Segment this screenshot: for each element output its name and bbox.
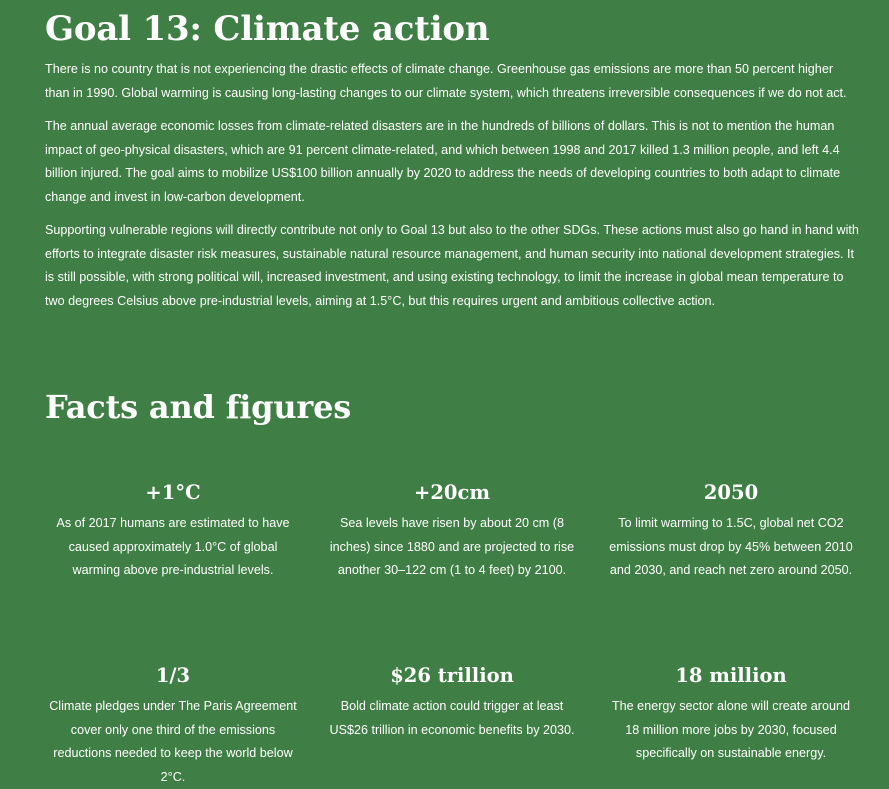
fact-text: Climate pledges under The Paris Agreemen… — [49, 699, 297, 784]
fact-text: Sea levels have risen by about 20 cm (8 … — [329, 516, 575, 577]
intro-section: There is no country that is not experien… — [45, 58, 860, 323]
fact-headline: +20cm — [414, 481, 490, 504]
fact-card: $26 trillion Bold climate action could t… — [327, 663, 577, 742]
fact-text: As of 2017 humans are estimated to have … — [56, 516, 290, 577]
fact-headline: $26 trillion — [390, 664, 514, 687]
intro-paragraph: Supporting vulnerable regions will direc… — [45, 223, 859, 308]
fact-text: Bold climate action could trigger at lea… — [329, 699, 575, 737]
fact-card: 1/3 Climate pledges under The Paris Agre… — [48, 663, 298, 789]
fact-card: +20cm Sea levels have risen by about 20 … — [327, 480, 577, 583]
fact-text: The energy sector alone will create arou… — [611, 699, 850, 760]
fact-headline: 18 million — [675, 664, 787, 687]
fact-card: 18 million The energy sector alone will … — [606, 663, 856, 766]
intro-paragraph: There is no country that is not experien… — [45, 62, 847, 100]
facts-title: Facts and figures — [45, 388, 352, 426]
fact-headline: 2050 — [703, 481, 759, 504]
fact-card: +1°C As of 2017 humans are estimated to … — [48, 480, 298, 583]
fact-headline: +1°C — [145, 481, 201, 504]
fact-text: To limit warming to 1.5C, global net CO2… — [609, 516, 853, 577]
intro-paragraph: The annual average economic losses from … — [45, 119, 841, 204]
goal-title: Goal 13: Climate action — [45, 9, 490, 49]
fact-card: 2050 To limit warming to 1.5C, global ne… — [606, 480, 856, 583]
fact-headline: 1/3 — [155, 664, 191, 687]
